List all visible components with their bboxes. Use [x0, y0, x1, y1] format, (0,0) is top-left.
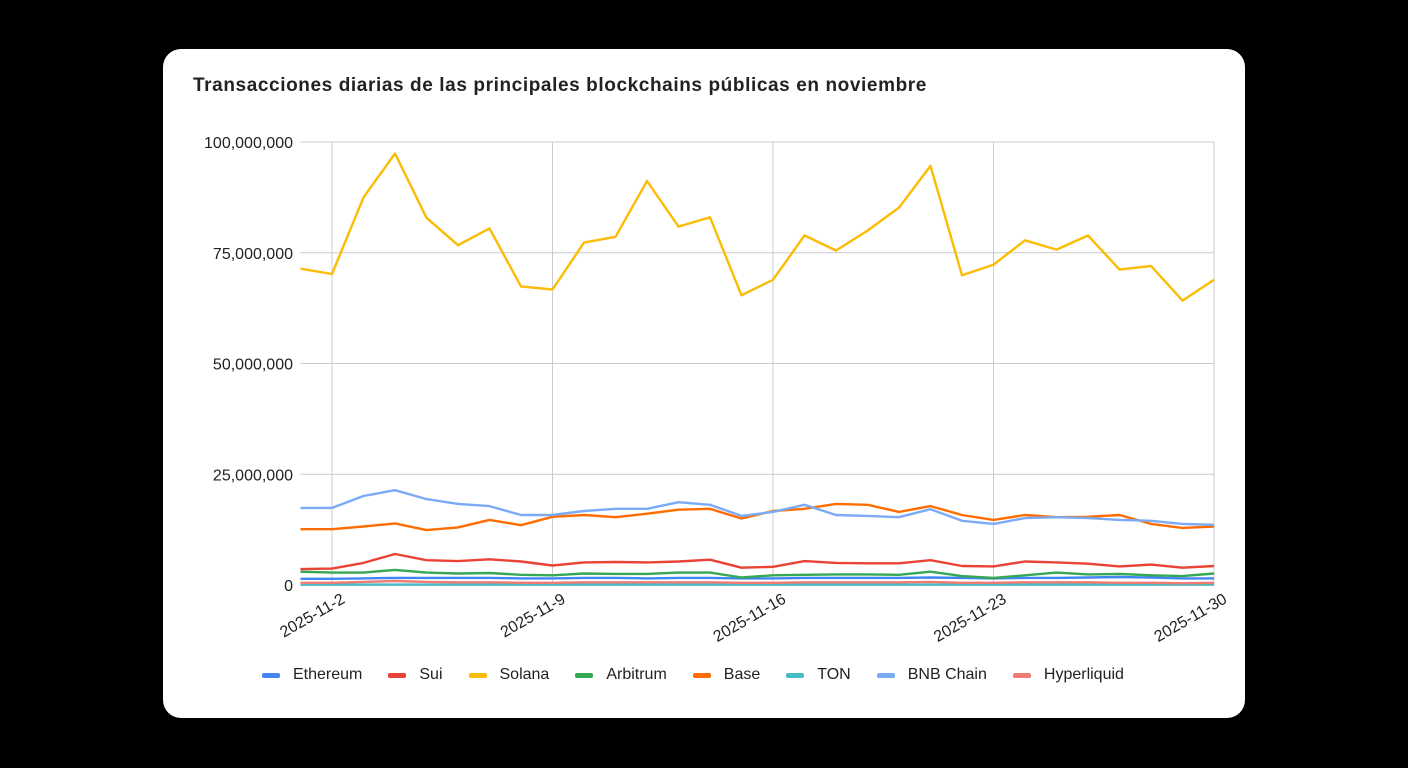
legend-item[interactable]: Arbitrum — [575, 666, 667, 684]
legend-item[interactable]: Hyperliquid — [1012, 666, 1124, 684]
chart-card — [163, 49, 1245, 718]
x-tick-label: 2025-11-23 — [931, 591, 1009, 646]
legend-item[interactable]: Base — [692, 666, 761, 684]
series-line-arbitrum — [300, 568, 1215, 580]
legend-label: Hyperliquid — [1043, 666, 1124, 683]
legend-swatch — [876, 672, 895, 678]
legend-swatch — [468, 672, 487, 678]
y-tick-label: 0 — [284, 578, 293, 595]
series-line-hyperliquid — [300, 579, 1215, 585]
chart-title: Transacciones diarias de las principales… — [193, 75, 927, 96]
series-line-solana — [300, 152, 1215, 302]
legend-swatch — [786, 672, 805, 678]
legend-swatch — [262, 672, 280, 678]
legend-item[interactable]: TON — [786, 666, 851, 684]
y-tick-label: 25,000,000 — [213, 467, 293, 484]
legend-label: TON — [817, 666, 851, 683]
legend-item[interactable]: Solana — [468, 666, 550, 684]
legend-label: Ethereum — [293, 666, 363, 683]
legend-label: Sui — [419, 666, 443, 683]
x-tick-label: 2025-11-16 — [711, 591, 789, 646]
series-line-ethereum — [300, 575, 1214, 580]
legend: Ethereum Sui Solana Arbitrum Base TON BNB Chai… — [262, 666, 1150, 684]
legend-label: BNB Chain — [907, 666, 987, 683]
x-tick-label: 2025-11-9 — [498, 591, 569, 642]
series-line-bnb-chain — [300, 489, 1215, 526]
x-tick-label: 2025-11-2 — [277, 591, 348, 642]
legend-item[interactable]: Ethereum — [262, 666, 362, 684]
legend-item[interactable]: Sui — [388, 666, 443, 684]
series-line-sui — [300, 552, 1215, 571]
legend-item[interactable]: BNB Chain — [876, 666, 987, 684]
legend-label: Solana — [499, 666, 550, 683]
y-tick-label: 100,000,000 — [204, 135, 293, 152]
legend-swatch — [575, 672, 594, 678]
y-tick-label: 75,000,000 — [213, 246, 293, 263]
legend-label: Base — [723, 666, 761, 683]
legend-label: Arbitrum — [606, 666, 667, 683]
legend-swatch — [692, 672, 711, 678]
x-tick-label: 2025-11-30 — [1152, 591, 1230, 646]
legend-swatch — [1012, 672, 1031, 678]
y-tick-label: 50,000,000 — [213, 357, 293, 374]
legend-swatch — [388, 672, 407, 678]
